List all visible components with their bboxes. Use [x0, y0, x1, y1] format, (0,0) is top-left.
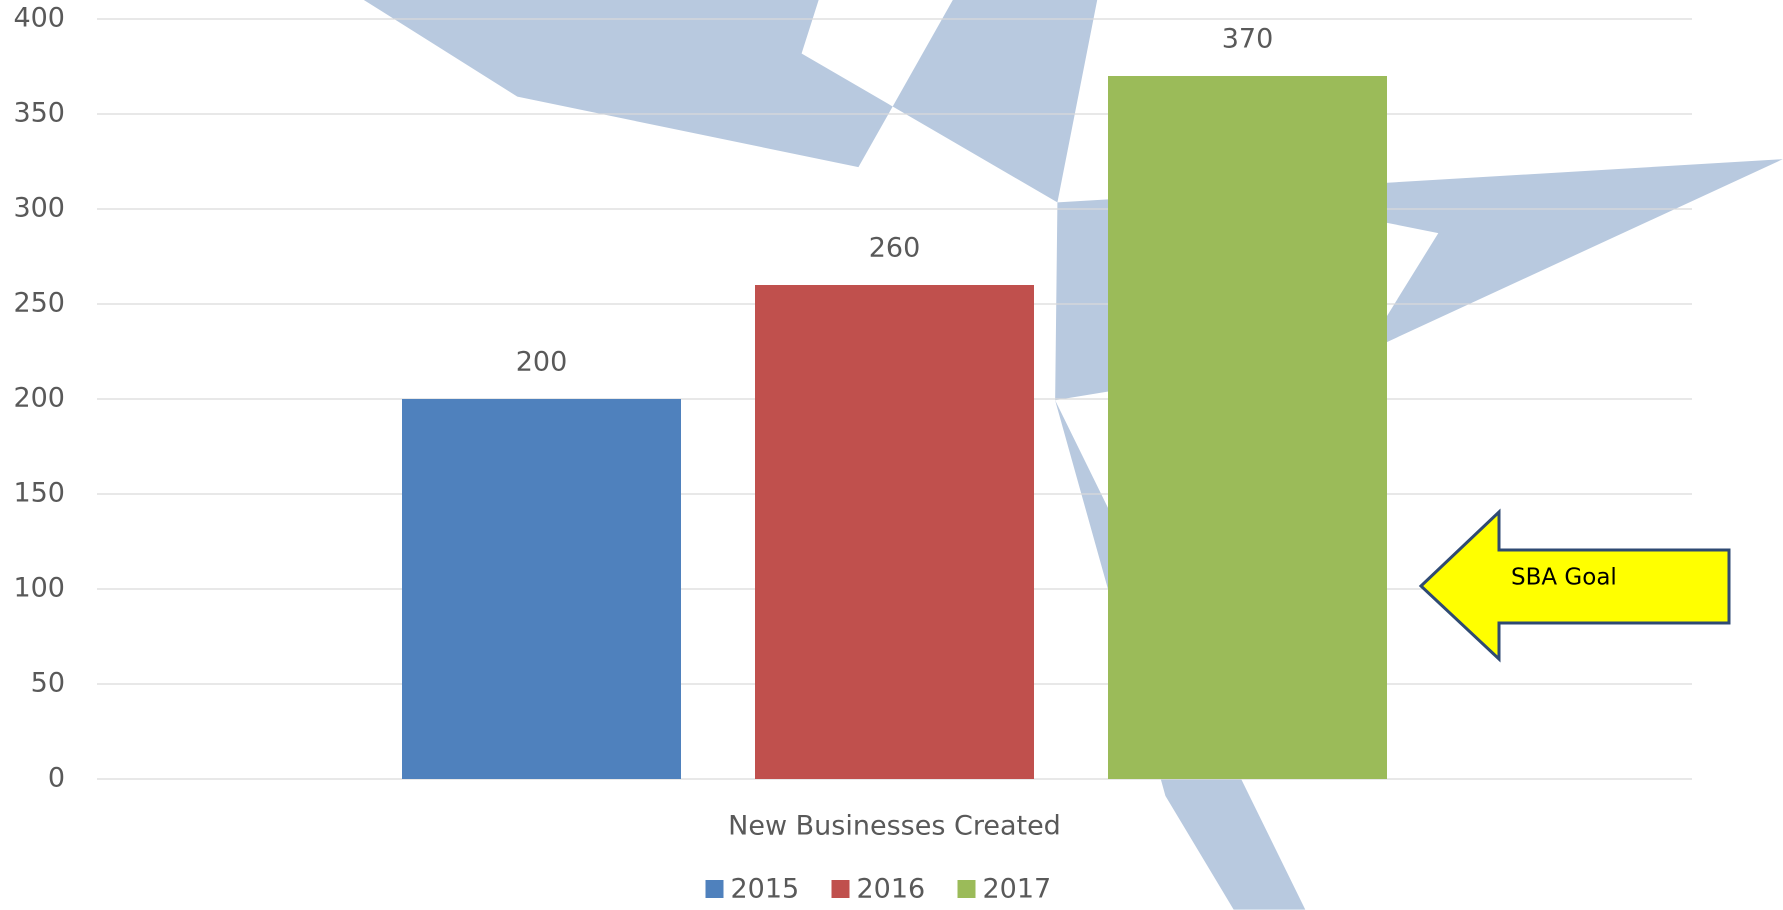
- data-label: 200: [516, 347, 568, 378]
- y-tick-label: 150: [13, 478, 65, 509]
- legend-label: 2015: [731, 874, 800, 905]
- y-tick-label: 0: [48, 763, 65, 794]
- y-tick-label: 300: [13, 193, 65, 224]
- legend-swatch: [831, 880, 850, 898]
- y-tick-label: 100: [13, 573, 65, 604]
- watermark-star: [363, 0, 1783, 910]
- x-tick-label: New Businesses Created: [728, 811, 1061, 842]
- y-tick-label: 200: [13, 383, 65, 414]
- legend-swatch: [705, 880, 724, 898]
- legend-swatch: [957, 880, 976, 898]
- legend-label: 2016: [857, 874, 926, 905]
- bar: [402, 399, 681, 779]
- sba-goal-arrow: SBA Goal: [1418, 508, 1731, 663]
- y-tick-label: 350: [13, 98, 65, 129]
- data-label: 260: [869, 233, 921, 264]
- bar: [1108, 76, 1387, 779]
- y-tick-label: 50: [31, 668, 65, 699]
- annotation: SBA Goal: [1511, 565, 1617, 591]
- y-tick-label: 400: [13, 3, 65, 34]
- y-tick-label: 250: [13, 288, 65, 319]
- bar: [755, 285, 1034, 779]
- legend-label: 2017: [983, 874, 1052, 905]
- data-label: 370: [1222, 24, 1274, 55]
